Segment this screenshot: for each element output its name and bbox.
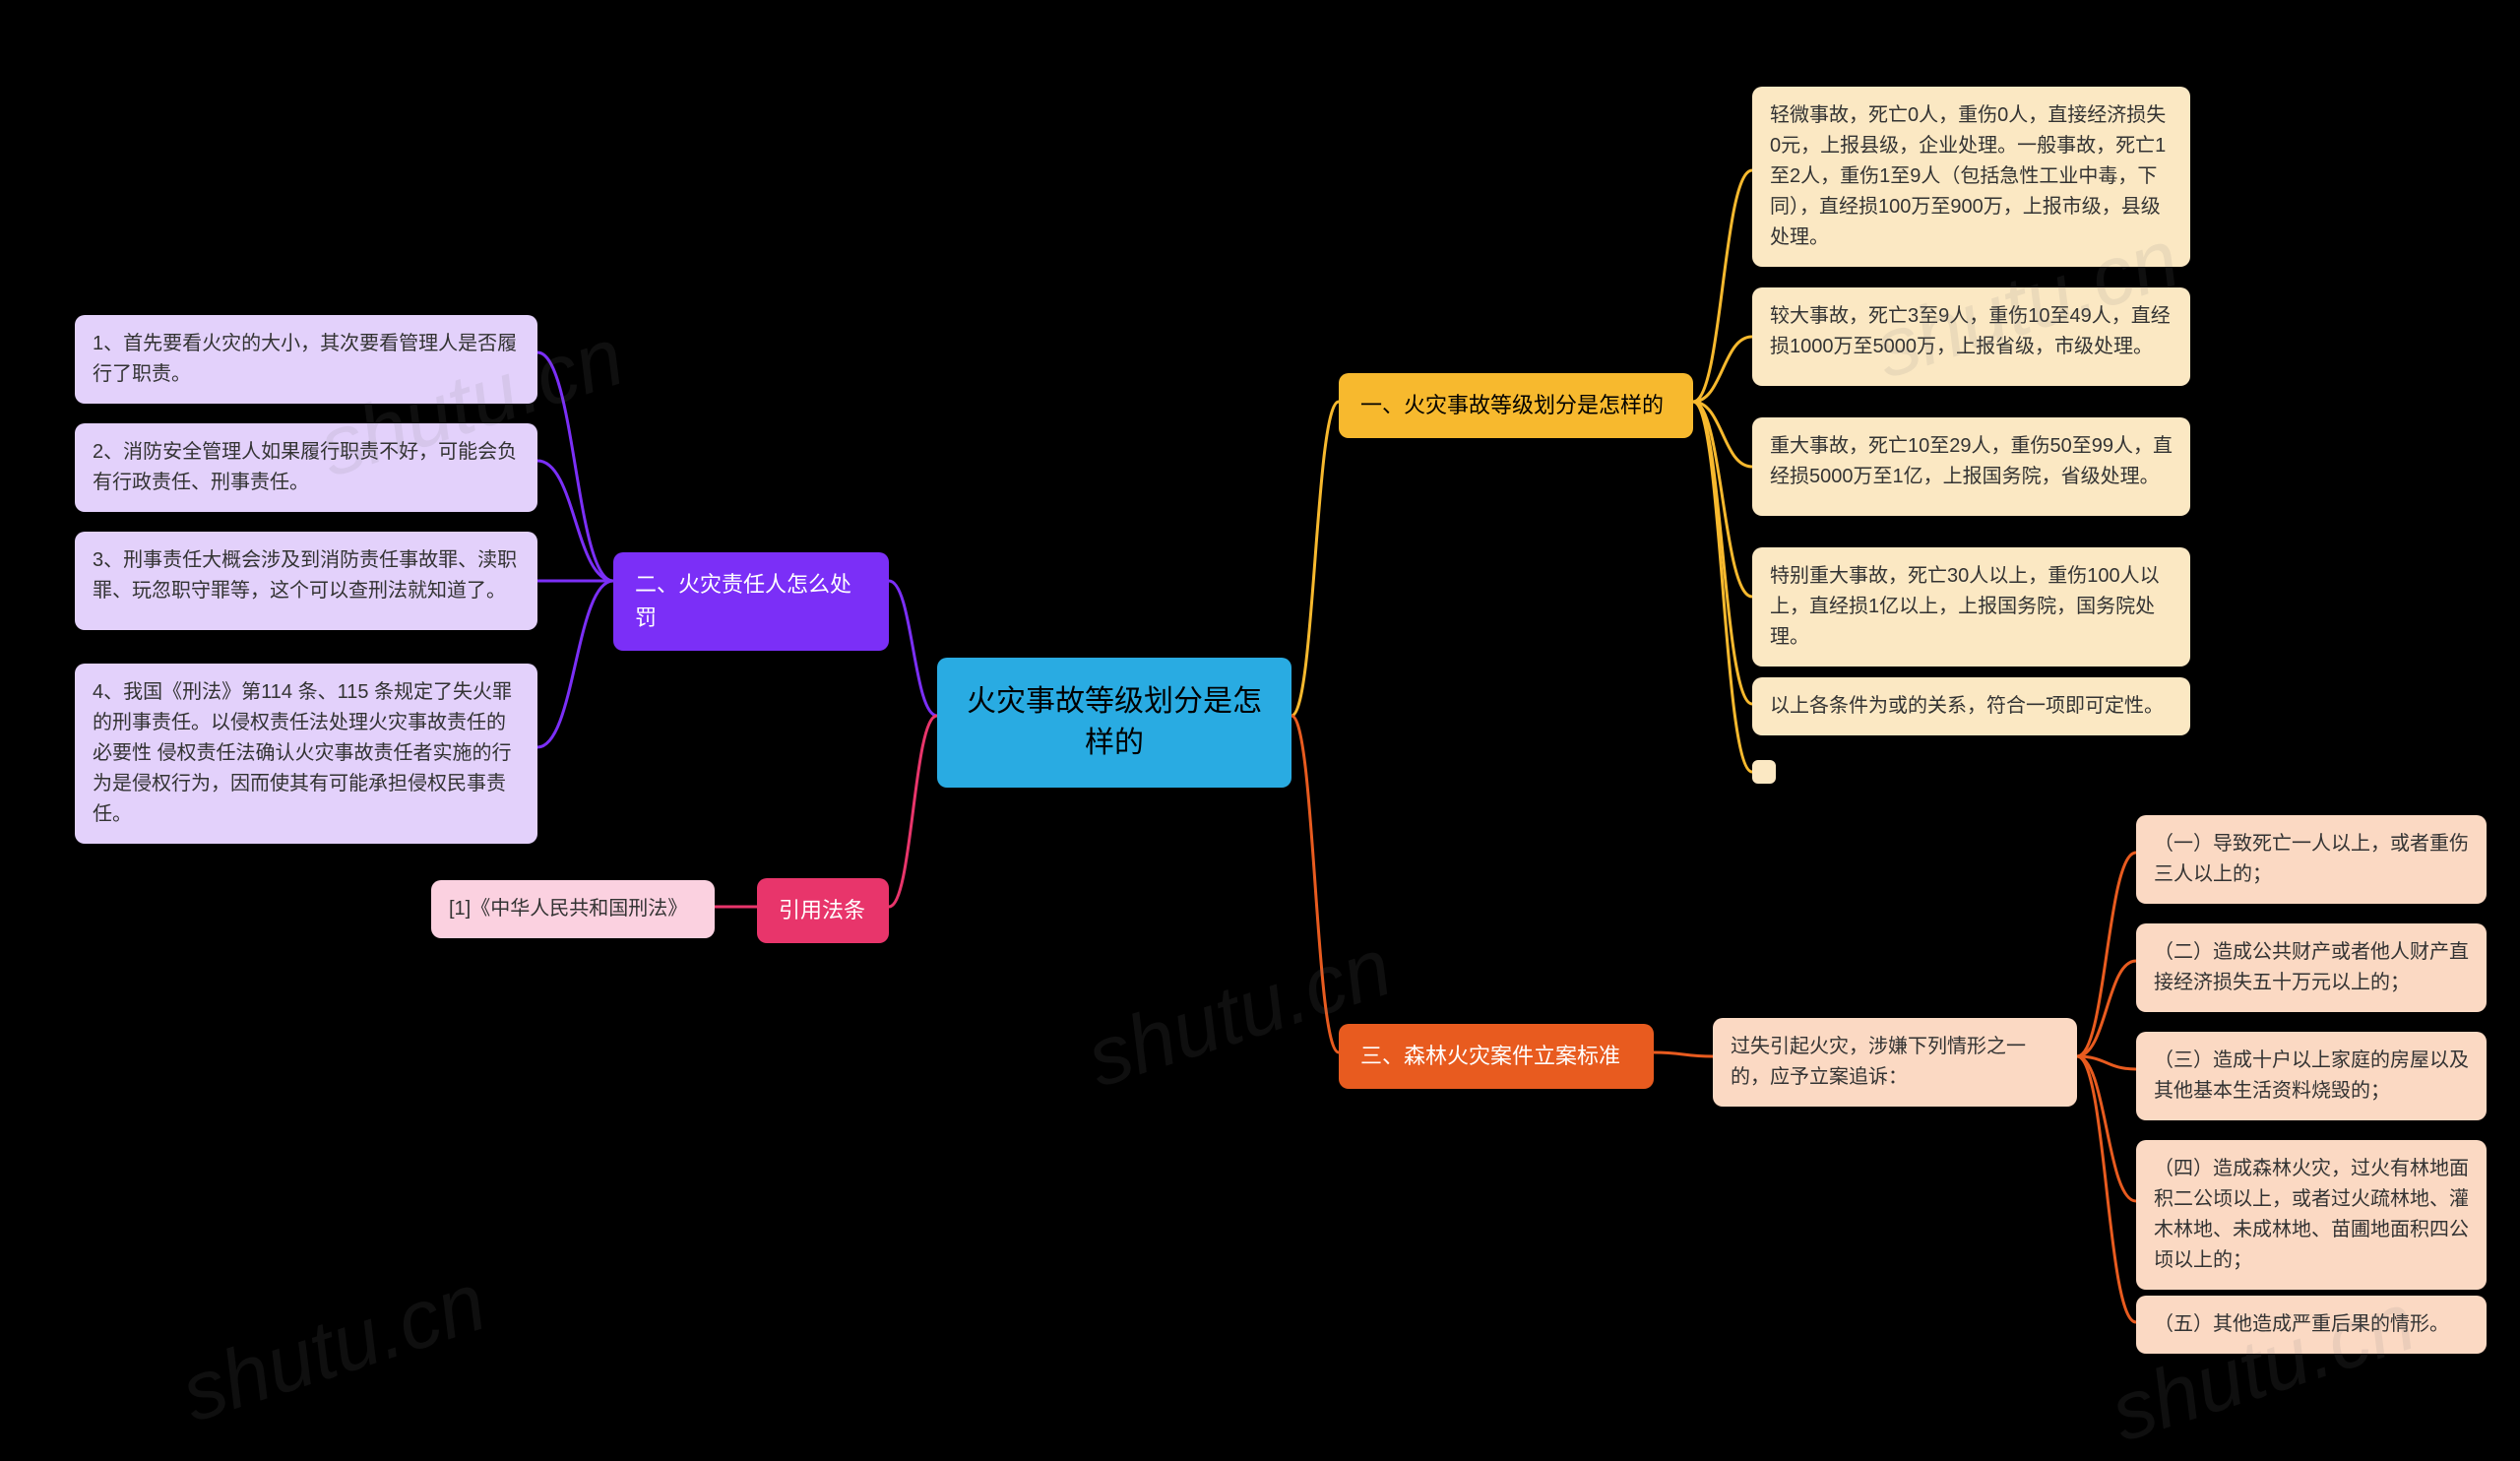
branch-3-leaf-0[interactable]: [1]《中华人民共和国刑法》 [431, 880, 715, 938]
branch-4-leaf-3[interactable]: （四）造成森林火灾，过火有林地面积二公顷以上，或者过火疏林地、灌木林地、未成林地… [2136, 1140, 2487, 1290]
branch-2[interactable]: 二、火灾责任人怎么处罚 [613, 552, 889, 651]
branch-4-leaf-0[interactable]: （一）导致死亡一人以上，或者重伤三人以上的； [2136, 815, 2487, 904]
root-node[interactable]: 火灾事故等级划分是怎样的 [937, 658, 1292, 788]
branch-4-mid[interactable]: 过失引起火灾，涉嫌下列情形之一的，应予立案追诉： [1713, 1018, 2077, 1107]
branch-4-leaf-4[interactable]: （五）其他造成严重后果的情形。 [2136, 1296, 2487, 1354]
branch-1-leaf-2[interactable]: 重大事故，死亡10至29人，重伤50至99人，直经损5000万至1亿，上报国务院… [1752, 417, 2190, 516]
branch-1[interactable]: 一、火灾事故等级划分是怎样的 [1339, 373, 1693, 438]
branch-2-leaf-2[interactable]: 3、刑事责任大概会涉及到消防责任事故罪、渎职罪、玩忽职守罪等，这个可以查刑法就知… [75, 532, 537, 630]
watermark: shutu.cn [170, 1253, 497, 1440]
branch-4-leaf-2[interactable]: （三）造成十户以上家庭的房屋以及其他基本生活资料烧毁的； [2136, 1032, 2487, 1120]
branch-2-leaf-3[interactable]: 4、我国《刑法》第114 条、115 条规定了失火罪的刑事责任。以侵权责任法处理… [75, 664, 537, 844]
branch-4-leaf-1[interactable]: （二）造成公共财产或者他人财产直接经济损失五十万元以上的； [2136, 923, 2487, 1012]
branch-3[interactable]: 引用法条 [757, 878, 889, 943]
branch-1-leaf-5[interactable] [1752, 760, 1776, 784]
branch-1-leaf-4[interactable]: 以上各条件为或的关系，符合一项即可定性。 [1752, 677, 2190, 735]
branch-1-leaf-1[interactable]: 较大事故，死亡3至9人，重伤10至49人，直经损1000万至5000万，上报省级… [1752, 287, 2190, 386]
branch-1-leaf-0[interactable]: 轻微事故，死亡0人，重伤0人，直接经济损失0元，上报县级，企业处理。一般事故，死… [1752, 87, 2190, 267]
branch-4[interactable]: 三、森林火灾案件立案标准 [1339, 1024, 1654, 1089]
branch-2-leaf-1[interactable]: 2、消防安全管理人如果履行职责不好，可能会负有行政责任、刑事责任。 [75, 423, 537, 512]
branch-2-leaf-0[interactable]: 1、首先要看火灾的大小，其次要看管理人是否履行了职责。 [75, 315, 537, 404]
branch-1-leaf-3[interactable]: 特别重大事故，死亡30人以上，重伤100人以上，直经损1亿以上，上报国务院，国务… [1752, 547, 2190, 667]
